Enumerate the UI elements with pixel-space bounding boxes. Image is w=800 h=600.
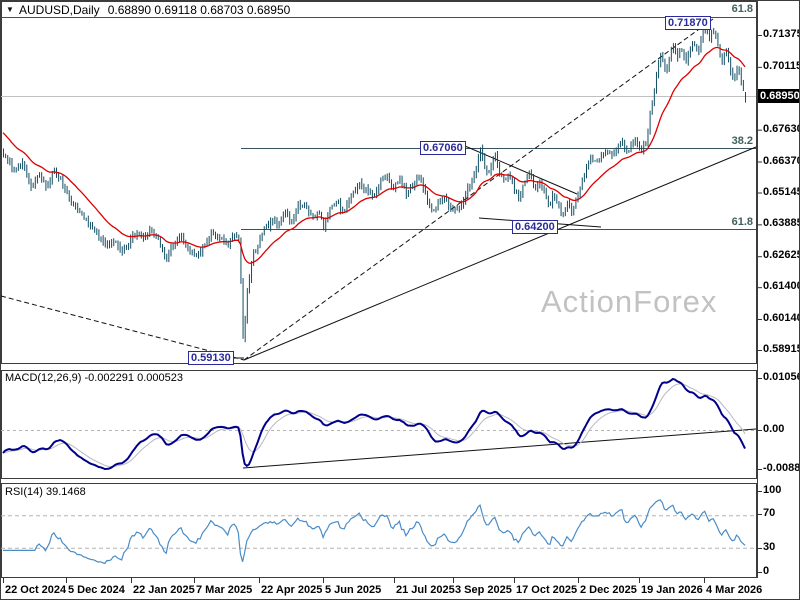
fib-38-2-retracement-label: 38.2 [731, 135, 753, 147]
price-tick-label: 0.71375 [763, 28, 800, 40]
price-tick-label: 0.60140 [763, 312, 800, 325]
rsi-tick-label: 70 [763, 507, 776, 519]
price-tick-label: 0.70115 [763, 59, 800, 72]
fib-61-8-retracement-label: 61.8 [731, 216, 753, 228]
macd-tick-label: 0.00 [763, 423, 785, 435]
price-tick-label: 0.61400 [763, 280, 800, 293]
macd-indicator-label: MACD(12,26,9) -0.002291 0.000523 [5, 372, 183, 384]
date-label: 21 Jul 2025 [396, 584, 455, 596]
symbol-dropdown-icon[interactable]: ▼ [6, 5, 14, 14]
date-label: 5 Dec 2024 [68, 584, 125, 596]
resistance-price-label: 0.67060 [420, 141, 466, 155]
price-tick-label: 0.65145 [763, 185, 800, 198]
price-tick-label: 0.58915 [763, 343, 800, 355]
support-price-label: 0.64200 [512, 220, 558, 234]
date-label: 3 Sep 2025 [455, 584, 512, 596]
date-label: 22 Jan 2025 [133, 584, 195, 596]
actionforex-watermark: ActionForex [541, 284, 718, 319]
date-label: 2 Dec 2025 [580, 584, 637, 596]
swing-low-price-label: 0.59130 [188, 351, 234, 365]
macd-tick-label: -0.008808 [763, 462, 800, 474]
rsi-tick-label: 100 [763, 484, 782, 496]
date-label: 17 Oct 2025 [516, 584, 578, 596]
price-tick-label: 0.67630 [763, 122, 800, 135]
fib-61-8-extension-label: 61.8 [731, 3, 753, 15]
ohlc-quote-text: 0.68890 0.69118 0.68703 0.68950 [107, 3, 291, 17]
date-label: 22 Oct 2024 [5, 584, 67, 596]
price-tick-label: 0.63885 [763, 217, 800, 230]
rsi-indicator-label: RSI(14) 39.1468 [5, 486, 86, 498]
symbol-timeframe-label: AUDUSD,Daily [19, 3, 100, 17]
chart-title: AUDUSD,Daily 0.68890 0.69118 0.68703 0.68… [19, 3, 290, 17]
date-label: 19 Jan 2026 [641, 584, 703, 596]
macd-tick-label: 0.010567 [763, 371, 799, 383]
swing-high-price-label: 0.71870 [665, 16, 711, 30]
date-label: 5 Jun 2025 [325, 584, 382, 596]
date-label: 7 Mar 2025 [196, 584, 253, 596]
date-label: 4 Mar 2026 [706, 584, 763, 596]
rsi-tick-label: 30 [763, 541, 776, 553]
price-tick-label: 0.66370 [763, 154, 800, 167]
date-label: 22 Apr 2025 [261, 584, 323, 596]
rsi-tick-label: 0 [763, 565, 770, 577]
current-price-tag: 0.68950 [758, 89, 800, 103]
price-tick-label: 0.62625 [763, 249, 800, 262]
